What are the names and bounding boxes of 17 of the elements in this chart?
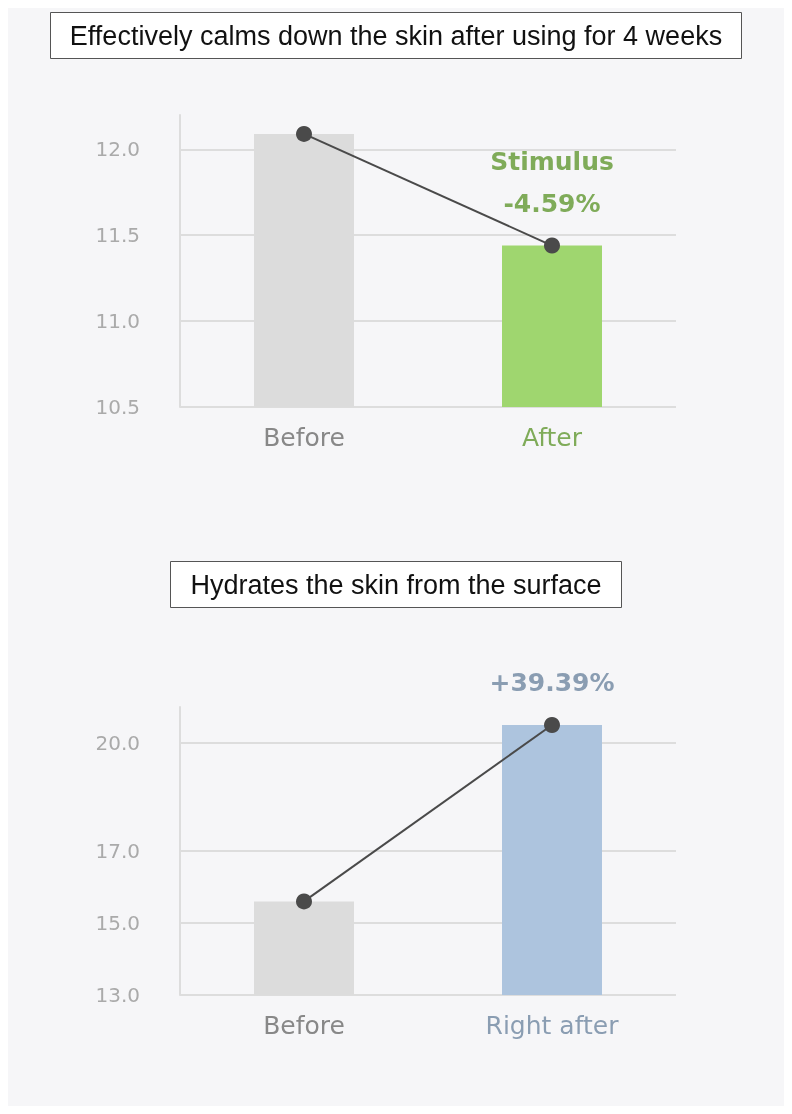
- chart-title: Hydrates the skin from the surface: [190, 569, 602, 600]
- annotation: -4.59%: [503, 188, 601, 218]
- text: +39.39%: [489, 668, 615, 697]
- x-tick-label: Right after: [485, 1011, 620, 1040]
- x-tick-label: Before: [263, 1011, 345, 1040]
- chart-title: Effectively calms down the skin after using for 4 weeks: [69, 20, 723, 51]
- y-tick-label: 15.0: [95, 911, 140, 935]
- y-tick-label: 10.5: [95, 395, 140, 419]
- y-tick-label: 12.0: [95, 137, 140, 162]
- annotation: Stimulus: [490, 146, 614, 176]
- y-tick-label: 20.0: [95, 731, 140, 755]
- y-tick-label: 11.0: [95, 309, 140, 334]
- y-tick-label: 11.5: [95, 223, 140, 248]
- y-tick-label: 17.0: [95, 839, 140, 863]
- y-tick-label: 13.0: [95, 983, 140, 1007]
- x-tick-label: Before: [263, 423, 345, 452]
- x-tick-label: After: [521, 423, 583, 452]
